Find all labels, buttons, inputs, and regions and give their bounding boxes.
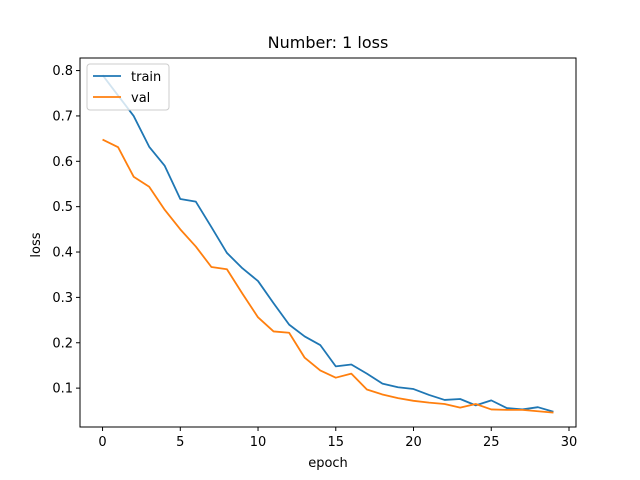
chart-title: Number: 1 loss xyxy=(268,33,389,52)
y-tick-label: 0.5 xyxy=(52,200,73,215)
x-tick-label: 0 xyxy=(98,435,106,450)
y-tick-label: 0.1 xyxy=(52,382,73,397)
legend-label-val: val xyxy=(131,91,150,106)
y-tick-label: 0.4 xyxy=(52,246,73,261)
plot-area: 0 5 10 15 20 25 30 0.1 0.2 0.3 0.4 0.5 0.6 0.7 0.8 xyxy=(52,57,578,450)
series-line-train xyxy=(101,74,554,413)
x-tick-label: 15 xyxy=(328,435,345,450)
x-tick-label: 25 xyxy=(483,435,500,450)
y-tick-label: 0.7 xyxy=(52,109,73,124)
x-axis-label: epoch xyxy=(308,456,348,471)
series-line-val xyxy=(102,138,554,414)
x-tick-label: 20 xyxy=(405,435,422,450)
y-axis-label: loss xyxy=(29,232,44,257)
y-tick-label: 0.6 xyxy=(52,155,73,170)
legend-label-train: train xyxy=(131,70,161,85)
plot-frame xyxy=(79,57,577,428)
x-tick-label: 30 xyxy=(561,435,578,450)
y-tick-label: 0.2 xyxy=(52,336,73,351)
y-tick-label: 0.3 xyxy=(52,291,73,306)
x-tick-label: 10 xyxy=(250,435,267,450)
x-tick-label: 5 xyxy=(176,435,184,450)
y-tick-label: 0.8 xyxy=(52,64,73,79)
legend: train val xyxy=(86,63,170,111)
